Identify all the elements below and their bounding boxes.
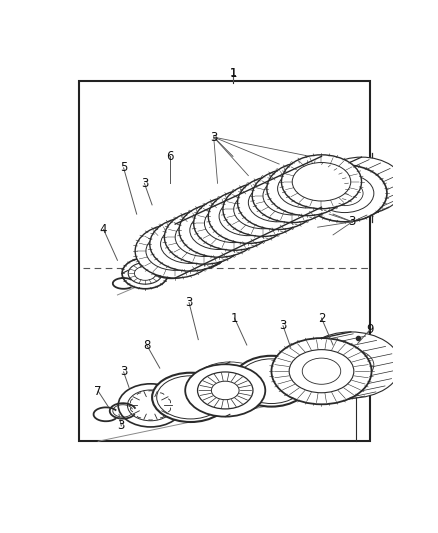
Ellipse shape: [223, 182, 303, 237]
Ellipse shape: [146, 244, 197, 278]
Text: 8: 8: [143, 338, 150, 351]
Text: 1: 1: [229, 67, 237, 80]
Text: 1: 1: [231, 312, 238, 325]
Ellipse shape: [149, 247, 194, 276]
Text: 3: 3: [120, 366, 127, 378]
Text: 5: 5: [120, 161, 127, 174]
Ellipse shape: [212, 381, 239, 400]
Ellipse shape: [237, 175, 318, 230]
Ellipse shape: [233, 356, 310, 407]
Ellipse shape: [170, 232, 223, 266]
Ellipse shape: [237, 359, 305, 403]
Ellipse shape: [122, 258, 168, 289]
Ellipse shape: [301, 332, 401, 398]
Ellipse shape: [267, 161, 347, 216]
Ellipse shape: [326, 181, 363, 206]
Text: 3: 3: [185, 296, 193, 309]
Ellipse shape: [315, 174, 374, 213]
Ellipse shape: [128, 263, 162, 284]
Text: 2: 2: [318, 312, 325, 325]
Ellipse shape: [272, 338, 371, 405]
Ellipse shape: [166, 229, 228, 269]
Text: 3: 3: [118, 419, 125, 432]
Text: 1: 1: [230, 68, 237, 78]
Ellipse shape: [328, 350, 374, 381]
Ellipse shape: [282, 155, 361, 209]
Ellipse shape: [194, 196, 274, 251]
Text: 3: 3: [349, 215, 356, 228]
Ellipse shape: [157, 376, 224, 419]
Bar: [79, 81, 370, 441]
Ellipse shape: [208, 189, 288, 244]
Ellipse shape: [134, 266, 156, 280]
Ellipse shape: [252, 168, 332, 223]
Text: 9: 9: [366, 323, 374, 336]
Ellipse shape: [135, 224, 215, 278]
Ellipse shape: [319, 157, 404, 214]
Ellipse shape: [302, 358, 341, 384]
Text: 3: 3: [279, 319, 287, 332]
Ellipse shape: [198, 372, 253, 409]
Ellipse shape: [179, 203, 259, 257]
Ellipse shape: [150, 217, 230, 271]
Ellipse shape: [164, 210, 244, 264]
Text: 7: 7: [95, 385, 102, 398]
Text: 3: 3: [210, 131, 217, 143]
Ellipse shape: [302, 165, 387, 222]
Text: 4: 4: [100, 223, 107, 236]
Text: 3: 3: [141, 177, 148, 190]
Ellipse shape: [118, 384, 183, 427]
Ellipse shape: [185, 364, 265, 417]
Ellipse shape: [127, 390, 173, 421]
Ellipse shape: [152, 373, 229, 422]
Ellipse shape: [289, 350, 354, 393]
Text: 6: 6: [166, 150, 173, 163]
